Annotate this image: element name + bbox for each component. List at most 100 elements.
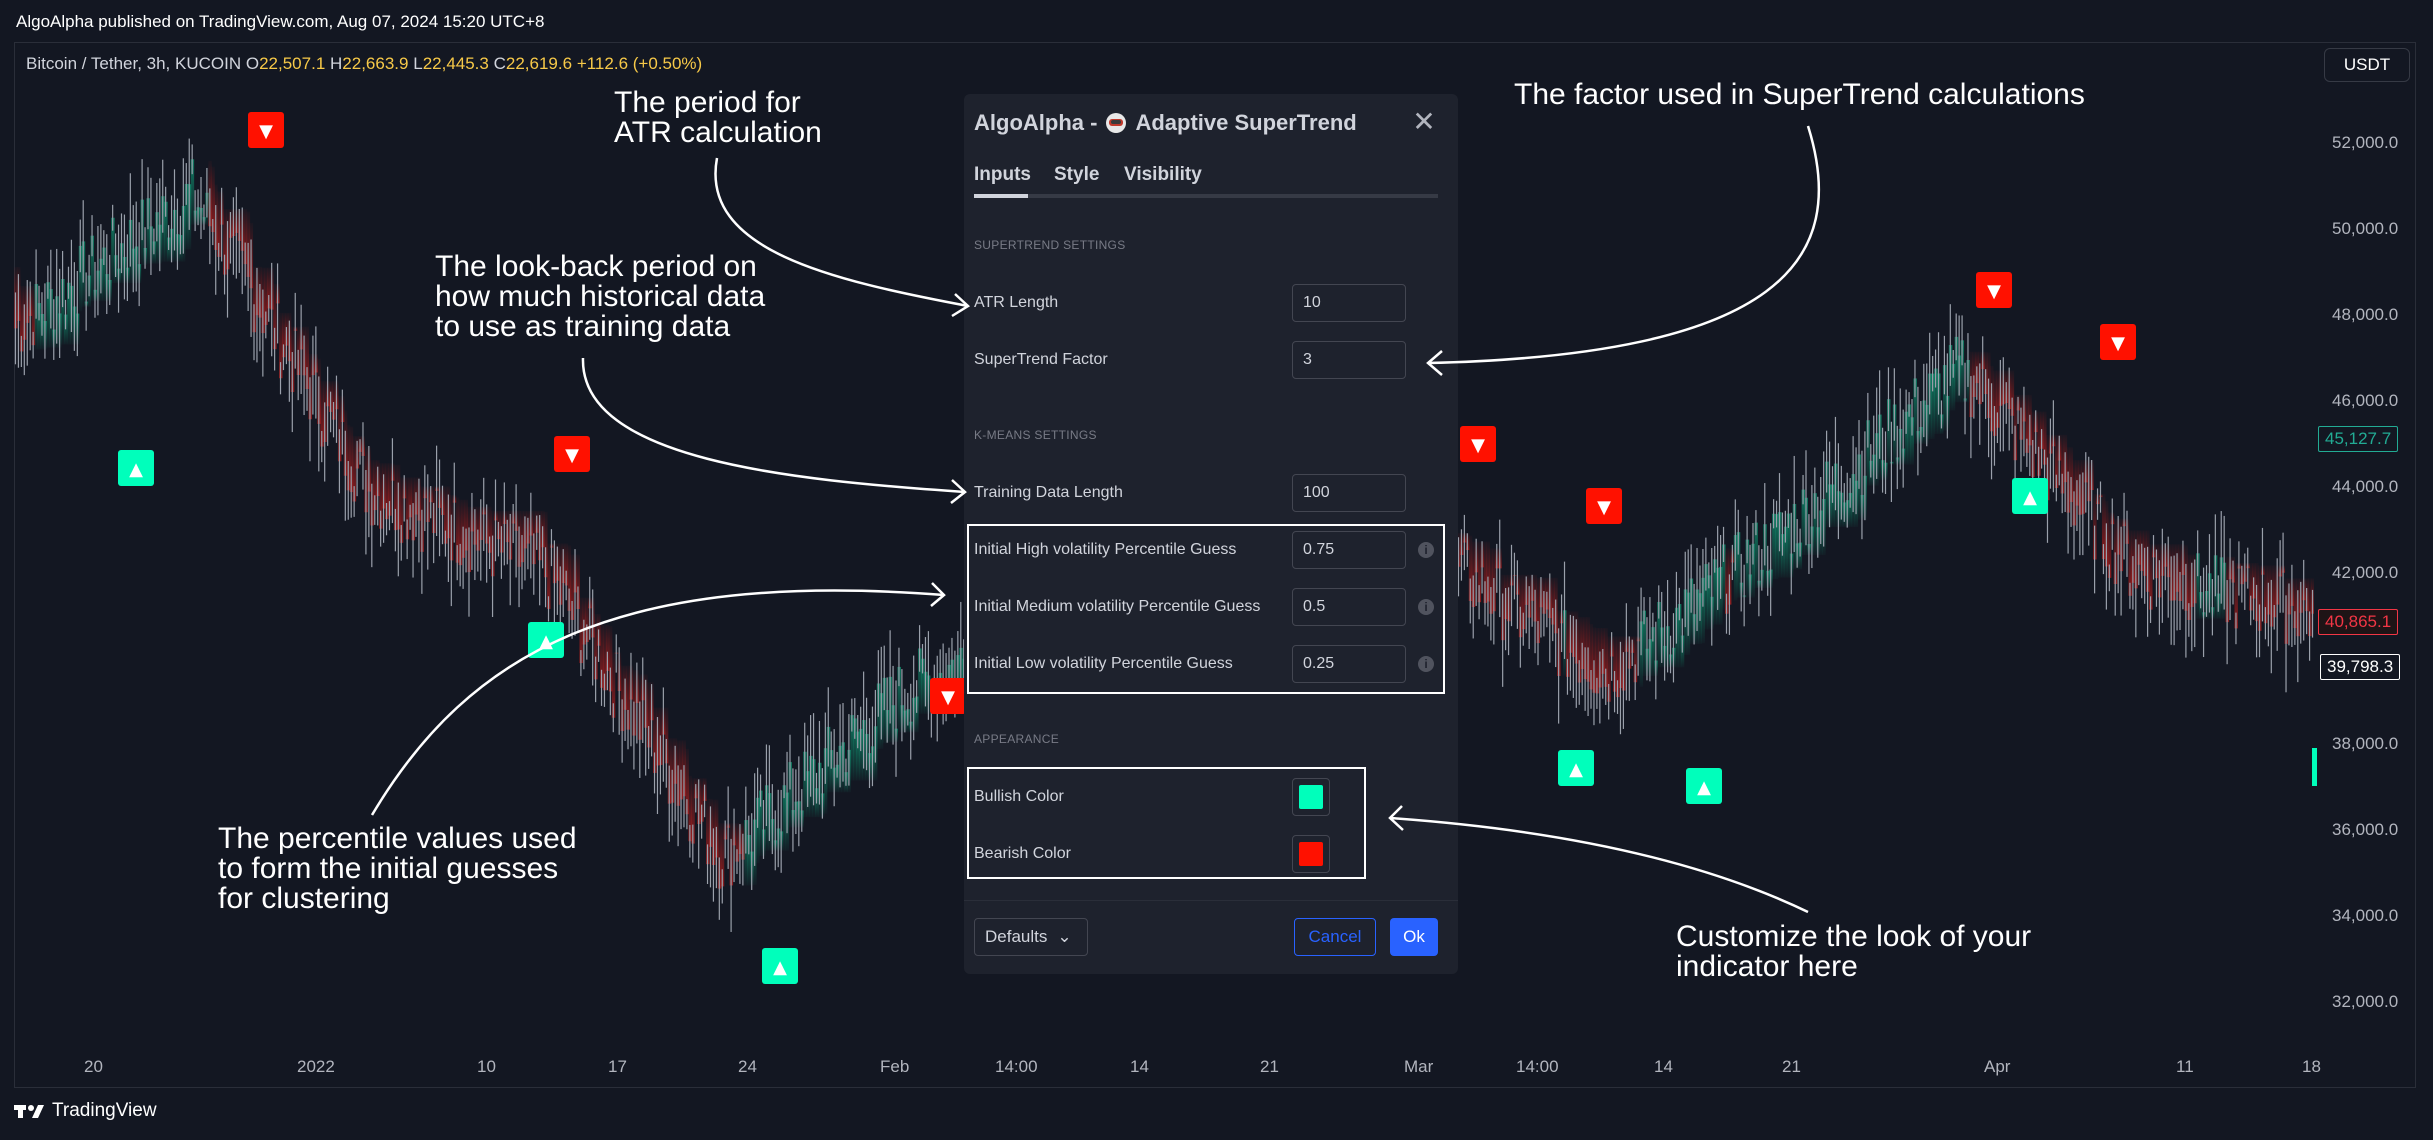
bearish-band [1468,535,1473,601]
time-tick: 14 [1654,1057,1673,1076]
bearish-band [664,707,669,764]
astronaut-icon [1106,113,1127,133]
bullish-band [67,282,71,345]
close-icon[interactable]: ✕ [1412,106,1436,137]
low-vol-input[interactable] [1292,645,1406,683]
tradingview-footer[interactable]: TradingView [14,1100,157,1122]
high-value: 22,663.9 [342,54,409,73]
bullish-band [46,282,50,348]
time-tick: 24 [738,1057,757,1076]
supertrend-factor-input[interactable] [1292,341,1406,379]
bearish-band [544,511,548,578]
info-icon[interactable]: i [1418,542,1434,558]
supertrend-price-badge: 40,865.1 [2318,609,2399,635]
atr-length-label: ATR Length [974,294,1059,311]
sell-signal-marker: ▼ [2100,324,2136,360]
time-tick: 17 [608,1057,627,1076]
cancel-button[interactable]: Cancel [1294,918,1376,956]
info-icon[interactable]: i [1418,656,1434,672]
bearish-band [1489,548,1493,614]
bullish-band [1801,489,1806,556]
bullish-band [859,728,863,781]
bearish-band [243,209,248,265]
section-appearance: APPEARANCE [974,732,1060,746]
bearish-band [567,545,572,611]
bullish-band [61,279,65,345]
sell-signal-marker: ▼ [1586,488,1622,524]
svg-text:▼: ▼ [1597,497,1611,518]
bearish-band [608,625,613,692]
bullish-band [78,245,83,312]
bearish-band [2187,554,2191,620]
tradingview-brand: TradingView [52,1100,157,1121]
price-tick: 44,000.0 [2332,477,2399,496]
indicator-settings-dialog[interactable]: AlgoAlpha - Adaptive SuperTrend ✕ Inputs… [964,94,1458,974]
bullish-band [1848,492,1853,528]
low-value: 22,445.3 [422,54,489,73]
bearish-band [455,497,460,563]
svg-text:▼: ▼ [2111,333,2125,354]
bullish-band [1913,378,1917,444]
defaults-dropdown[interactable]: Defaults ⌄ [974,918,1088,956]
bullish-color-swatch[interactable] [1292,778,1330,816]
bearish-band [1613,636,1617,692]
bearish-band [337,395,342,462]
med-vol-input[interactable] [1292,588,1406,626]
last-price-badge: 45,127.7 [2318,426,2399,452]
bearish-band [2069,447,2074,502]
bullish-band [1960,340,1965,403]
supertrend-factor-label: SuperTrend Factor [974,351,1108,368]
time-tick: 14:00 [995,1057,1038,1076]
bullish-band [921,658,925,714]
bearish-band [408,477,413,518]
svg-text:▲: ▲ [2023,487,2037,508]
buy-signal-marker: ▲ [762,948,798,984]
dialog-brand: AlgoAlpha - [974,110,1098,135]
info-icon[interactable]: i [1418,599,1434,615]
time-tick: 21 [1782,1057,1801,1076]
bearish-band [2308,578,2312,637]
bearish-band [352,436,357,502]
time-tick: 21 [1260,1057,1279,1076]
bearish-band [1551,577,1555,625]
dialog-footer-divider [964,900,1458,901]
publish-info: AlgoAlpha published on TradingView.com, … [16,12,545,31]
bullish-band [1934,368,1938,434]
svg-text:▼: ▼ [1471,435,1485,456]
bearish-band [488,506,492,553]
annotation-lookback: The look-back period on how much histori… [435,250,766,343]
bullish-band [1831,484,1835,528]
high-vol-input[interactable] [1292,531,1406,569]
bearish-band [1565,611,1570,677]
close-label: C [493,54,506,73]
tab-visibility[interactable]: Visibility [1124,164,1202,185]
atr-length-input[interactable] [1292,284,1406,322]
training-length-input[interactable] [1292,474,1406,512]
bearish-band [706,798,710,865]
bullish-band [1866,420,1870,486]
bearish-band [31,286,36,346]
defaults-label: Defaults [985,927,1048,946]
ok-button[interactable]: Ok [1390,918,1438,956]
bearish-color-swatch[interactable] [1292,835,1330,873]
bearish-band [1592,627,1596,693]
tab-style[interactable]: Style [1054,164,1100,185]
bearish-band [2037,411,2041,476]
tab-inputs[interactable]: Inputs [974,164,1031,185]
bullish-band [829,750,834,793]
section-supertrend: SUPERTREND SETTINGS [974,238,1126,252]
bearish-band [252,266,256,333]
bearish-band [2293,578,2297,629]
bearish-band [605,624,610,671]
bearish-band [1725,548,1729,614]
bullish-band [835,764,840,793]
bullish-band [788,762,792,828]
price-tick: 42,000.0 [2332,563,2399,582]
arrow-factor-head [1426,350,1443,376]
currency-button[interactable]: USDT [2324,48,2410,82]
tab-bar-track [974,194,1438,198]
bearish-band [717,823,722,889]
bearish-band [1477,541,1482,603]
bearish-band [564,543,569,586]
bearish-band [405,477,410,540]
